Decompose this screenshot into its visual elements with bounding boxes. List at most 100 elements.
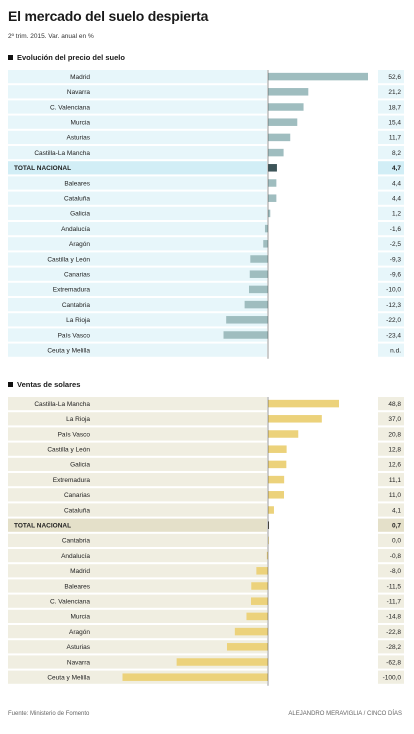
page-subtitle: 2º trim. 2015. Var. anual en % (8, 33, 94, 40)
value-label: -62,8 (386, 659, 401, 666)
bar (268, 72, 368, 81)
value-label: 21,2 (388, 89, 401, 96)
value-background (378, 427, 404, 441)
category-label: Madrid (70, 568, 90, 575)
chart-row: Castilla y León 12,8 (8, 442, 404, 456)
bar (256, 567, 268, 575)
row-background (8, 298, 267, 312)
value-label: 48,8 (388, 401, 401, 408)
bar (268, 103, 304, 111)
category-label: TOTAL NACIONAL (14, 165, 71, 172)
bar (268, 445, 287, 453)
value-label: -11,7 (387, 599, 402, 606)
value-background (378, 161, 404, 175)
value-background (378, 397, 404, 411)
bar (268, 164, 277, 172)
row-background (8, 594, 267, 608)
row-background (8, 176, 267, 190)
chart-row: Madrid -8,0 (8, 564, 404, 578)
value-background (378, 146, 404, 160)
value-background (378, 176, 404, 190)
row-background (8, 442, 267, 456)
bar (226, 643, 268, 651)
bar (268, 209, 271, 218)
value-label: -9,6 (390, 272, 402, 279)
section-title-text: Ventas de solares (17, 380, 81, 389)
row-background (8, 191, 267, 205)
value-background (378, 473, 404, 487)
chart-row: Cantabria -12,3 (8, 298, 404, 312)
category-label: Galicia (70, 211, 90, 218)
value-label: 15,4 (388, 120, 401, 127)
value-background (378, 518, 404, 532)
category-label: Navarra (67, 659, 91, 666)
bar (251, 582, 268, 590)
section-title-ventas-solares: Ventas de solares (8, 380, 80, 389)
value-label: -28,2 (386, 644, 401, 651)
value-label: -22,8 (386, 629, 401, 636)
value-label: 20,8 (388, 431, 401, 438)
chart-row: TOTAL NACIONAL 0,7 (8, 518, 404, 532)
row-background (8, 625, 267, 639)
chart-row: Murcia -14,8 (8, 609, 404, 623)
value-background (378, 252, 404, 266)
chart-row: Ceuta y Melilla n.d. (8, 343, 404, 357)
value-label: -0,8 (390, 553, 402, 560)
bar (250, 597, 268, 605)
value-label: 37,0 (388, 416, 401, 423)
chart-row: C. Valenciana -11,7 (8, 594, 404, 608)
bar (268, 133, 291, 142)
ventas-solares-chart: Castilla-La Mancha 48,8 La Rioja 37,0 País V… (8, 397, 404, 686)
bar (268, 491, 285, 499)
section-square-icon (8, 382, 13, 387)
value-label: -9,3 (390, 256, 402, 263)
category-label: Extremadura (53, 477, 91, 484)
row-background (8, 282, 267, 296)
credit-note: ALEJANDRO MERAVIGLIA / CINCO DÍAS (288, 711, 402, 717)
category-label: Asturias (67, 644, 91, 651)
chart-row: Cantabria 0,0 (8, 533, 404, 547)
value-label: -11,5 (387, 583, 402, 590)
chart-row: Castilla-La Mancha 48,8 (8, 397, 404, 411)
category-label: Castilla-La Mancha (34, 401, 90, 408)
value-label: 11,7 (389, 135, 402, 142)
category-label: Baleares (64, 180, 90, 187)
value-label: 12,8 (388, 447, 401, 454)
row-background (8, 146, 267, 160)
category-label: La Rioja (66, 416, 90, 423)
value-background (378, 282, 404, 296)
value-background (378, 313, 404, 327)
chart-row: Asturias -28,2 (8, 640, 404, 654)
row-background (8, 161, 267, 175)
value-label: 18,7 (388, 104, 401, 111)
value-background (378, 442, 404, 456)
category-label: Cataluña (64, 196, 90, 203)
value-label: n.d. (390, 348, 401, 355)
value-background (378, 298, 404, 312)
row-background (8, 222, 267, 236)
value-background (378, 549, 404, 563)
value-label: 11,0 (389, 492, 402, 499)
row-background (8, 313, 267, 327)
chart-row: Andalucía -1,6 (8, 222, 404, 236)
value-label: -2,5 (390, 241, 402, 248)
category-label: Andalucía (61, 226, 90, 233)
value-label: -8,0 (390, 568, 402, 575)
value-background (378, 488, 404, 502)
chart-row: Asturias 11,7 (8, 130, 404, 144)
precio-suelo-chart: Madrid 52,6 Navarra 21,2 C. Valenciana 18,7 Mu… (8, 70, 404, 359)
bar (268, 415, 322, 423)
value-background (378, 625, 404, 639)
value-background (378, 267, 404, 281)
row-background (8, 457, 267, 471)
value-label: -12,3 (386, 302, 401, 309)
bar (250, 255, 268, 263)
bar (268, 118, 298, 126)
category-label: Baleares (64, 583, 90, 590)
category-label: Canarias (64, 272, 91, 279)
chart-row: Baleares 4,4 (8, 176, 404, 190)
value-label: -23,4 (386, 332, 401, 339)
chart-row: Aragón -22,8 (8, 625, 404, 639)
bar (248, 285, 268, 294)
value-label: -100,0 (383, 675, 402, 682)
